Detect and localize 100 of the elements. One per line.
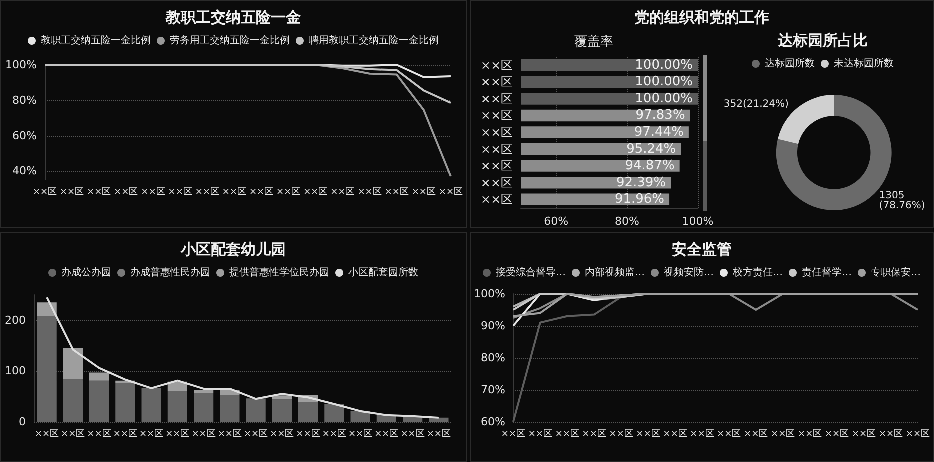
- chart-title: 小区配套幼儿园: [180, 240, 286, 258]
- x-tick-label: ××区: [412, 186, 436, 198]
- y-tick-label: ××区: [480, 92, 513, 106]
- x-tick-label: ××区: [276, 186, 301, 198]
- x-tick-label: 100%: [682, 215, 714, 228]
- x-tick-label: 60%: [544, 215, 569, 228]
- legend-label: 接受综合督导…: [496, 266, 566, 278]
- x-tick-label: ××区: [348, 428, 373, 440]
- x-tick-label: ××区: [141, 186, 166, 198]
- x-tick-label: ××区: [555, 428, 580, 440]
- x-tick-label: ××区: [304, 186, 328, 198]
- x-tick-label: ××区: [771, 428, 796, 440]
- y-tick-label: ××区: [480, 75, 513, 90]
- x-tick-label: ××区: [322, 428, 346, 440]
- x-tick-label: ××区: [501, 428, 526, 440]
- legend-label: 校方责任…: [732, 266, 783, 278]
- x-tick-label: ××区: [35, 428, 60, 440]
- x-tick-label: ××区: [114, 186, 138, 198]
- chart-title: 达标园所占比: [777, 32, 868, 50]
- x-tick-label: ××区: [636, 428, 660, 440]
- x-tick-label: ××区: [400, 428, 425, 440]
- y-tick-label: 200: [5, 314, 26, 327]
- chart-title: 党的组织和党的工作: [634, 8, 770, 26]
- x-tick-label: ××区: [384, 186, 409, 198]
- legend-label: 办成公办园: [62, 266, 112, 278]
- data-label: 100.00%: [635, 74, 693, 90]
- legend-label: 聘用教职工交纳五险一金比例: [309, 34, 439, 46]
- x-tick-label: ××区: [744, 428, 768, 440]
- y-tick-label: 100%: [474, 288, 506, 300]
- data-label: 97.83%: [636, 108, 686, 124]
- x-tick-label: ××区: [609, 428, 634, 440]
- x-tick-label: ××区: [218, 428, 242, 440]
- y-tick-label: 60%: [480, 416, 506, 428]
- x-tick-label: ××区: [663, 428, 688, 440]
- data-label: 94.87%: [625, 158, 675, 174]
- y-tick-label: 0: [19, 416, 26, 428]
- legend-label: 责任督学…: [802, 266, 852, 278]
- x-tick-label: ××区: [87, 428, 112, 440]
- legend-label: 办成普惠性民办园: [130, 266, 210, 278]
- x-tick-label: 80%: [614, 215, 640, 228]
- legend-label: 达标园所数: [765, 58, 815, 70]
- x-tick-label: ××区: [906, 428, 930, 440]
- x-tick-label: ××区: [113, 428, 138, 440]
- x-tick-label: ××区: [296, 428, 320, 440]
- y-tick-label: ××区: [480, 58, 513, 72]
- data-label: 91.96%: [614, 192, 665, 208]
- x-tick-label: ××区: [32, 186, 58, 198]
- x-tick-label: ××区: [330, 186, 355, 198]
- data-label: 100.00%: [635, 58, 693, 73]
- x-tick-label: ××区: [192, 428, 216, 440]
- chart-title: 安全监管: [672, 240, 732, 258]
- x-tick-label: ××区: [270, 428, 294, 440]
- y-tick-label: 100%: [6, 58, 37, 72]
- y-tick-label: ××区: [480, 142, 513, 156]
- y-tick-label: 60%: [12, 129, 37, 142]
- x-tick-label: ××区: [222, 186, 246, 198]
- x-tick-label: ××区: [166, 428, 190, 440]
- x-tick-label: ××区: [374, 428, 399, 440]
- data-label: 100.00%: [635, 91, 693, 106]
- y-tick-label: ××区: [480, 108, 513, 123]
- x-tick-label: ××区: [426, 428, 451, 440]
- x-tick-label: ××区: [690, 428, 714, 440]
- data-label: 352(21.24%): [724, 98, 789, 110]
- y-tick-label: 80%: [12, 94, 37, 107]
- x-tick-label: ××区: [61, 428, 86, 440]
- legend-label: 未达标园所数: [834, 58, 894, 70]
- legend-label: 提供普惠性学位民办园: [230, 266, 330, 278]
- legend-label: 教职工交纳五险一金比例: [41, 34, 151, 46]
- x-tick-label: ××区: [717, 428, 742, 440]
- x-tick-label: ××区: [852, 428, 876, 440]
- y-tick-label: 80%: [480, 352, 506, 364]
- x-tick-label: ××区: [825, 428, 850, 440]
- x-tick-label: ××区: [244, 428, 268, 440]
- x-tick-label: ××区: [168, 186, 192, 198]
- x-tick-label: ××区: [60, 186, 84, 198]
- legend-label: 劳务用工交纳五险一金比例: [170, 34, 290, 46]
- x-tick-label: ××区: [582, 428, 606, 440]
- x-tick-label: ××区: [528, 428, 552, 440]
- x-tick-label: ××区: [195, 186, 220, 198]
- y-tick-label: ××区: [480, 126, 513, 140]
- y-tick-label: 100: [5, 364, 26, 378]
- data-label: 97.44%: [634, 125, 684, 140]
- x-tick-label: ××区: [249, 186, 274, 198]
- y-tick-label: ××区: [480, 159, 513, 174]
- data-label: 95.24%: [626, 142, 676, 157]
- y-tick-label: 70%: [480, 384, 506, 396]
- chart-subtitle: 覆盖率: [574, 34, 614, 50]
- legend-label: 小区配套园所数: [348, 266, 418, 278]
- x-tick-label: ××区: [798, 428, 822, 440]
- y-tick-label: 90%: [480, 320, 506, 332]
- legend-label: 内部视频监…: [585, 266, 645, 278]
- legend-label: 专职保安…: [871, 266, 921, 278]
- x-tick-label: ××区: [438, 186, 464, 198]
- chart-title: 教职工交纳五险一金: [165, 8, 301, 26]
- x-tick-label: ××区: [358, 186, 382, 198]
- legend-label: 视频安防…: [664, 266, 714, 278]
- x-tick-label: ××区: [87, 186, 112, 198]
- x-tick-label: ××区: [140, 428, 164, 440]
- x-tick-label: ××区: [878, 428, 904, 440]
- y-tick-label: 40%: [12, 164, 37, 178]
